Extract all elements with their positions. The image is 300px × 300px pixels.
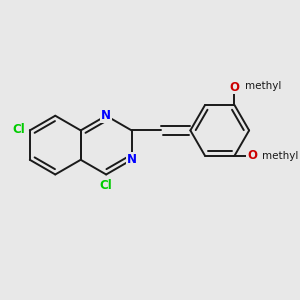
Text: methyl: methyl — [245, 81, 281, 91]
Text: methyl: methyl — [262, 151, 298, 161]
Text: N: N — [127, 153, 136, 166]
Text: N: N — [101, 109, 111, 122]
Text: O: O — [248, 149, 257, 162]
Text: Cl: Cl — [13, 123, 26, 136]
Text: O: O — [230, 80, 239, 94]
Text: Cl: Cl — [100, 178, 112, 192]
